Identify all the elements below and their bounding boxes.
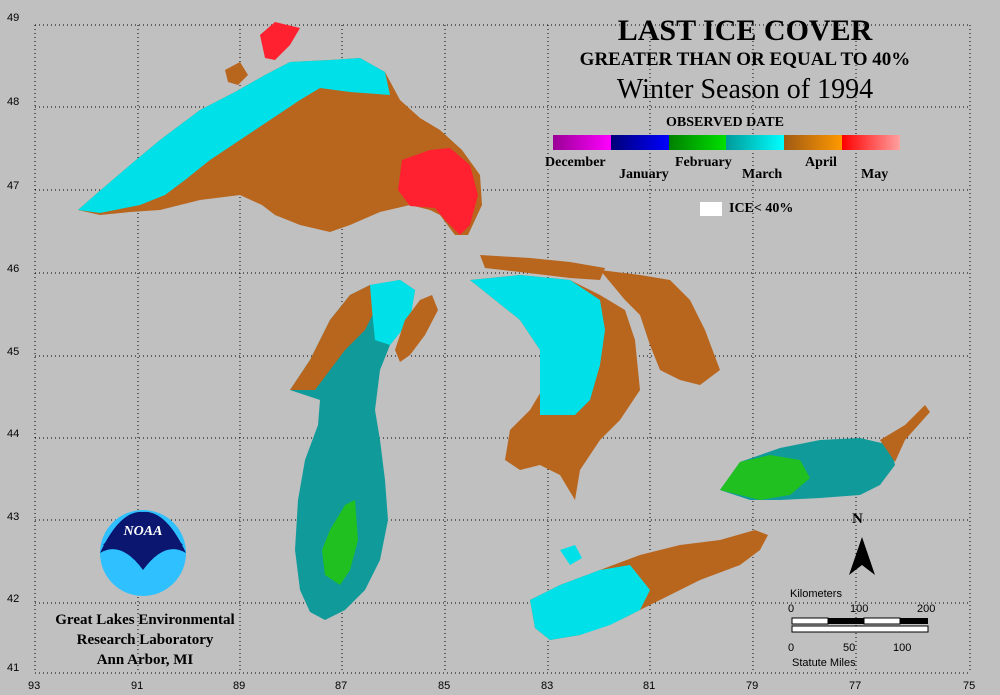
lon-label: 87 xyxy=(335,680,348,692)
lat-label: 48 xyxy=(7,96,20,108)
lake-ontario xyxy=(720,405,930,500)
north-arrow xyxy=(849,537,875,575)
lab-name-line-1: Great Lakes Environmental xyxy=(55,612,235,628)
legend-label-march: March xyxy=(742,167,783,182)
lon-label: 83 xyxy=(541,680,554,692)
legend-label-february: February xyxy=(675,155,732,170)
scale-km-label: Kilometers xyxy=(790,588,842,600)
legend-swatch-may xyxy=(842,135,900,150)
north-label: N xyxy=(852,511,863,527)
legend-heading: OBSERVED DATE xyxy=(666,115,784,130)
scale-bar xyxy=(791,617,929,633)
lake-superior xyxy=(78,22,482,235)
lat-label: 49 xyxy=(7,12,20,24)
legend-swatch-february xyxy=(668,135,727,150)
legend-swatch-january xyxy=(610,135,669,150)
lon-label: 93 xyxy=(28,680,41,692)
noaa-logo xyxy=(100,510,186,596)
noaa-logo-text: NOAA xyxy=(123,524,163,539)
lat-label: 42 xyxy=(7,593,20,605)
scale-mi-label: Statute Miles xyxy=(792,657,856,669)
legend-swatch-december xyxy=(553,135,611,150)
title-line-2: GREATER THAN OR EQUAL TO 40% xyxy=(579,49,911,70)
legend-swatch-april xyxy=(784,135,843,150)
green-bay xyxy=(395,295,438,362)
scale-km-tick: 0 xyxy=(788,603,795,615)
ice-legend-label: ICE< 40% xyxy=(729,201,794,216)
lat-label: 47 xyxy=(7,180,20,192)
title-line-3: Winter Season of 1994 xyxy=(616,74,874,105)
scale-mi-tick: 0 xyxy=(788,642,795,654)
lat-label: 43 xyxy=(7,511,20,523)
legend-label-april: April xyxy=(805,155,837,170)
lat-label: 46 xyxy=(7,263,20,275)
legend-color-bar xyxy=(553,135,900,150)
lon-label: 77 xyxy=(849,680,862,692)
lon-label: 85 xyxy=(438,680,451,692)
legend-swatch-march xyxy=(726,135,785,150)
lon-label: 79 xyxy=(746,680,759,692)
lake-st-clair xyxy=(560,545,582,565)
lake-erie xyxy=(530,530,768,640)
lon-label: 81 xyxy=(643,680,656,692)
lat-label: 44 xyxy=(7,428,20,440)
lon-label: 91 xyxy=(131,680,144,692)
lat-label: 41 xyxy=(7,662,20,674)
title-line-1: LAST ICE COVER xyxy=(617,14,873,47)
scale-mi-tick: 50 xyxy=(843,642,856,654)
lat-label: 45 xyxy=(7,346,20,358)
legend-label-january: January xyxy=(619,167,669,182)
lab-location: Ann Arbor, MI xyxy=(96,652,194,668)
legend-label-december: December xyxy=(545,155,606,170)
ice-legend-swatch xyxy=(700,202,722,216)
legend-label-may: May xyxy=(861,167,889,182)
scale-km-tick: 200 xyxy=(917,603,936,615)
lon-label: 75 xyxy=(963,680,976,692)
scale-mi-tick: 100 xyxy=(893,642,912,654)
scale-km-tick: 100 xyxy=(850,603,869,615)
lake-huron xyxy=(470,255,720,500)
lake-michigan xyxy=(290,280,415,620)
lon-label: 89 xyxy=(233,680,246,692)
lab-name-line-2: Research Laboratory xyxy=(76,632,214,648)
